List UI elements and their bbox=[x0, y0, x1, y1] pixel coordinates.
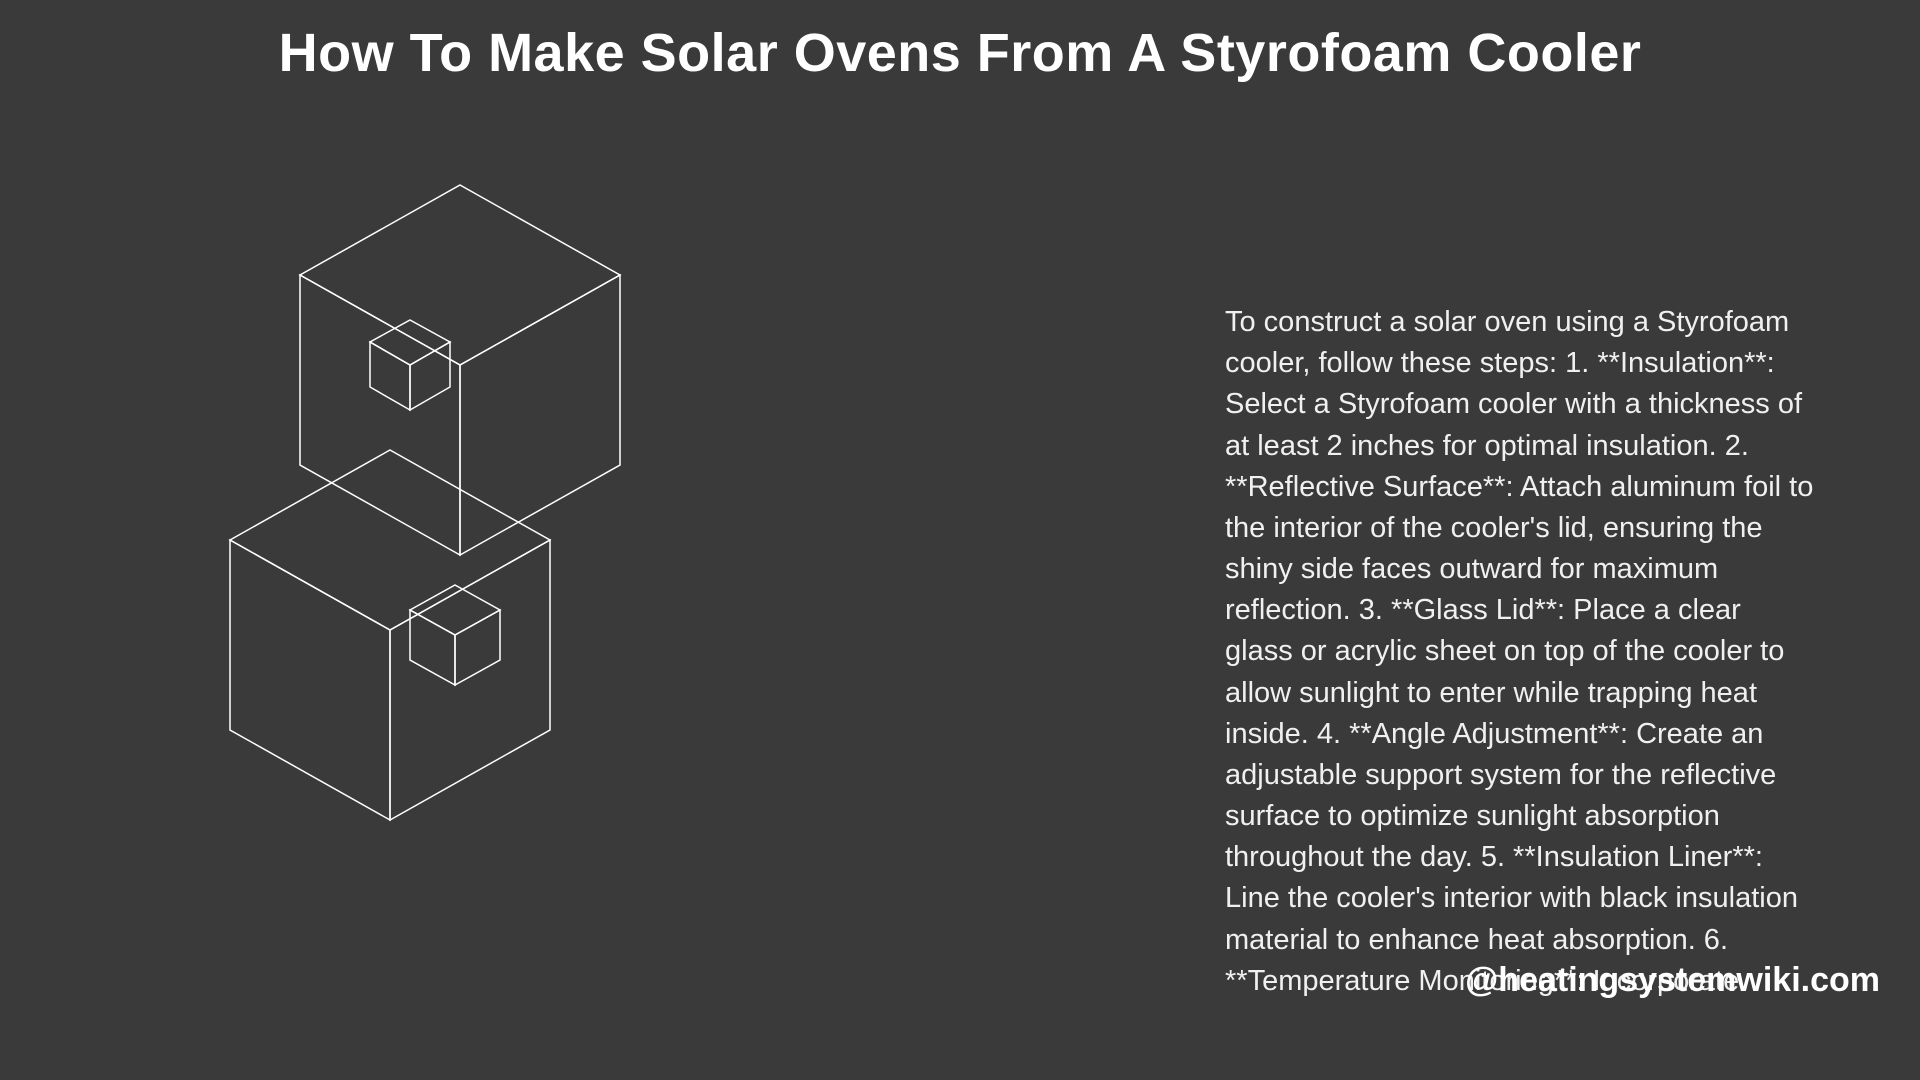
watermark: @heatingsystemwiki.com bbox=[1465, 961, 1880, 1000]
instructions-text: To construct a solar oven using a Styrof… bbox=[1225, 302, 1815, 1002]
page-title: How To Make Solar Ovens From A Styrofoam… bbox=[0, 0, 1920, 84]
isometric-cubes-diagram bbox=[160, 165, 700, 925]
